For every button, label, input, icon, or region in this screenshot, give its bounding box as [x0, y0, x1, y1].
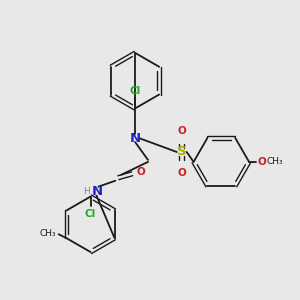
Text: N: N [130, 132, 141, 145]
Text: O: O [177, 168, 186, 178]
Text: Cl: Cl [85, 209, 96, 219]
Text: Cl: Cl [130, 86, 141, 97]
Text: O: O [136, 167, 145, 177]
Text: O: O [177, 126, 186, 136]
Text: O: O [257, 157, 266, 167]
Text: CH₃: CH₃ [40, 229, 57, 238]
Text: H: H [83, 187, 90, 196]
Text: CH₃: CH₃ [267, 158, 284, 166]
Text: S: S [177, 146, 187, 158]
Text: N: N [92, 185, 103, 198]
